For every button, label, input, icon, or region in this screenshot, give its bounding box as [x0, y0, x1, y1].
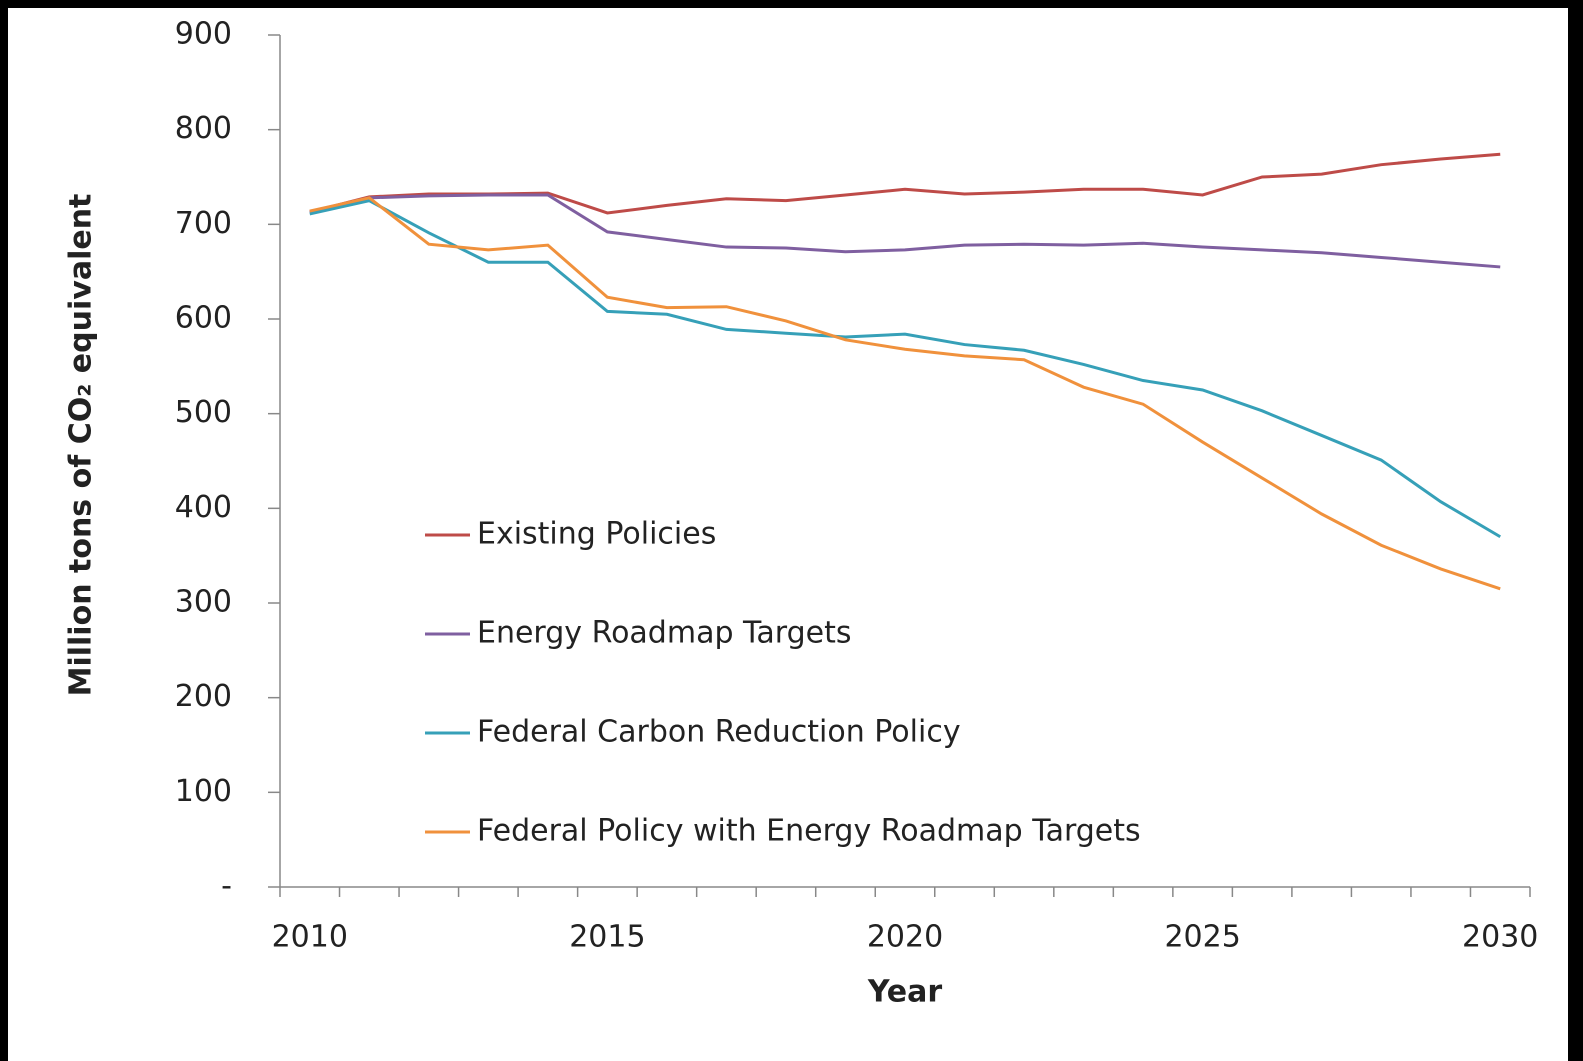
y-tick-label: 600 [175, 301, 232, 336]
series-line [309, 193, 1501, 269]
legend-label: Energy Roadmap Targets [477, 616, 851, 651]
x-axis-label: Year [867, 975, 943, 1010]
legend-label: Existing Policies [477, 517, 716, 552]
series-line [309, 196, 1501, 591]
series-line [309, 199, 1502, 539]
legend-label: Federal Carbon Reduction Policy [477, 715, 961, 750]
x-tick-label: 2010 [272, 920, 348, 955]
legend-label: Federal Policy with Energy Roadmap Targe… [477, 814, 1141, 849]
frame [0, 0, 8, 1061]
x-tick-label: 2030 [1462, 920, 1538, 955]
y-tick-label: 200 [175, 679, 232, 714]
y-axis-label: Million tons of CO₂ equivalent [64, 194, 99, 697]
frame [1568, 0, 1583, 1061]
y-tick-label: - [221, 869, 232, 904]
x-tick-label: 2015 [569, 920, 645, 955]
y-tick-label: 300 [175, 585, 232, 620]
series-line [309, 152, 1501, 215]
frame [0, 0, 1583, 8]
y-tick-label: 400 [175, 490, 232, 525]
y-tick-label: 700 [175, 206, 232, 241]
y-tick-label: 800 [175, 111, 232, 146]
y-tick-label: 900 [175, 17, 232, 52]
x-tick-label: 2025 [1164, 920, 1240, 955]
y-tick-label: 500 [175, 395, 232, 430]
y-tick-label: 100 [175, 774, 232, 809]
x-tick-label: 2020 [867, 920, 943, 955]
